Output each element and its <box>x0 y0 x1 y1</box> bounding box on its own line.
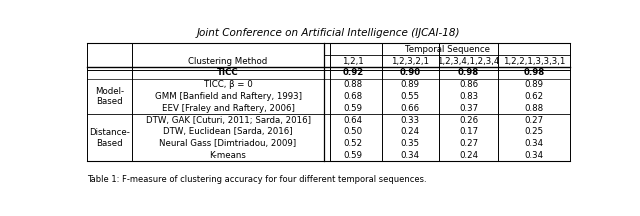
Text: 1,2,3,4,1,2,3,4: 1,2,3,4,1,2,3,4 <box>437 57 500 66</box>
Text: 0.27: 0.27 <box>459 139 478 148</box>
Text: DTW, Euclidean [Sarda, 2016]: DTW, Euclidean [Sarda, 2016] <box>163 127 293 137</box>
Text: 0.34: 0.34 <box>525 139 543 148</box>
Text: 1,2,1: 1,2,1 <box>342 57 364 66</box>
Text: Neural Gass [Dimtriadou, 2009]: Neural Gass [Dimtriadou, 2009] <box>159 139 296 148</box>
Text: K-means: K-means <box>210 151 246 160</box>
Text: 0.24: 0.24 <box>401 127 420 137</box>
Text: 0.37: 0.37 <box>459 104 478 113</box>
Text: Distance-
Based: Distance- Based <box>90 128 130 148</box>
Text: 0.59: 0.59 <box>343 151 362 160</box>
Text: 0.50: 0.50 <box>343 127 362 137</box>
Text: 0.34: 0.34 <box>401 151 420 160</box>
Text: 0.24: 0.24 <box>459 151 478 160</box>
Text: Clustering Method: Clustering Method <box>188 57 268 66</box>
Text: TICC: TICC <box>217 68 239 77</box>
Text: 0.89: 0.89 <box>525 80 543 89</box>
Text: DTW, GAK [Cuturi, 2011; Sarda, 2016]: DTW, GAK [Cuturi, 2011; Sarda, 2016] <box>145 116 310 125</box>
Text: 0.33: 0.33 <box>401 116 420 125</box>
Text: 0.25: 0.25 <box>525 127 543 137</box>
Text: 1,2,3,2,1: 1,2,3,2,1 <box>391 57 429 66</box>
Text: 0.62: 0.62 <box>525 92 543 101</box>
Text: 0.64: 0.64 <box>343 116 362 125</box>
Text: 0.34: 0.34 <box>525 151 543 160</box>
Text: Joint Conference on Artificial Intelligence (IJCAI-18): Joint Conference on Artificial Intellige… <box>196 29 460 38</box>
Text: EEV [Fraley and Raftery, 2006]: EEV [Fraley and Raftery, 2006] <box>162 104 294 113</box>
Text: 0.86: 0.86 <box>459 80 478 89</box>
Text: Table 1: F-measure of clustering accuracy for four different temporal sequences.: Table 1: F-measure of clustering accurac… <box>88 175 427 184</box>
Text: 0.68: 0.68 <box>343 92 362 101</box>
Text: TICC, β = 0: TICC, β = 0 <box>204 80 252 89</box>
Text: Model-
Based: Model- Based <box>95 87 124 106</box>
Text: GMM [Banfield and Raftery, 1993]: GMM [Banfield and Raftery, 1993] <box>154 92 301 101</box>
Text: 0.35: 0.35 <box>401 139 420 148</box>
Text: 0.98: 0.98 <box>524 68 545 77</box>
Text: 0.66: 0.66 <box>401 104 420 113</box>
Text: 0.27: 0.27 <box>525 116 543 125</box>
Text: 0.17: 0.17 <box>459 127 478 137</box>
Text: 0.90: 0.90 <box>400 68 421 77</box>
Text: 0.83: 0.83 <box>459 92 478 101</box>
Text: Temporal Sequence: Temporal Sequence <box>404 45 490 54</box>
Text: 0.89: 0.89 <box>401 80 420 89</box>
Text: 0.55: 0.55 <box>401 92 420 101</box>
Text: 0.26: 0.26 <box>459 116 478 125</box>
Text: 0.88: 0.88 <box>525 104 543 113</box>
Text: 0.52: 0.52 <box>343 139 362 148</box>
Text: 0.59: 0.59 <box>343 104 362 113</box>
Text: 0.92: 0.92 <box>342 68 364 77</box>
Text: 0.98: 0.98 <box>458 68 479 77</box>
Text: 1,2,2,1,3,3,3,1: 1,2,2,1,3,3,3,1 <box>503 57 565 66</box>
Text: 0.88: 0.88 <box>343 80 362 89</box>
